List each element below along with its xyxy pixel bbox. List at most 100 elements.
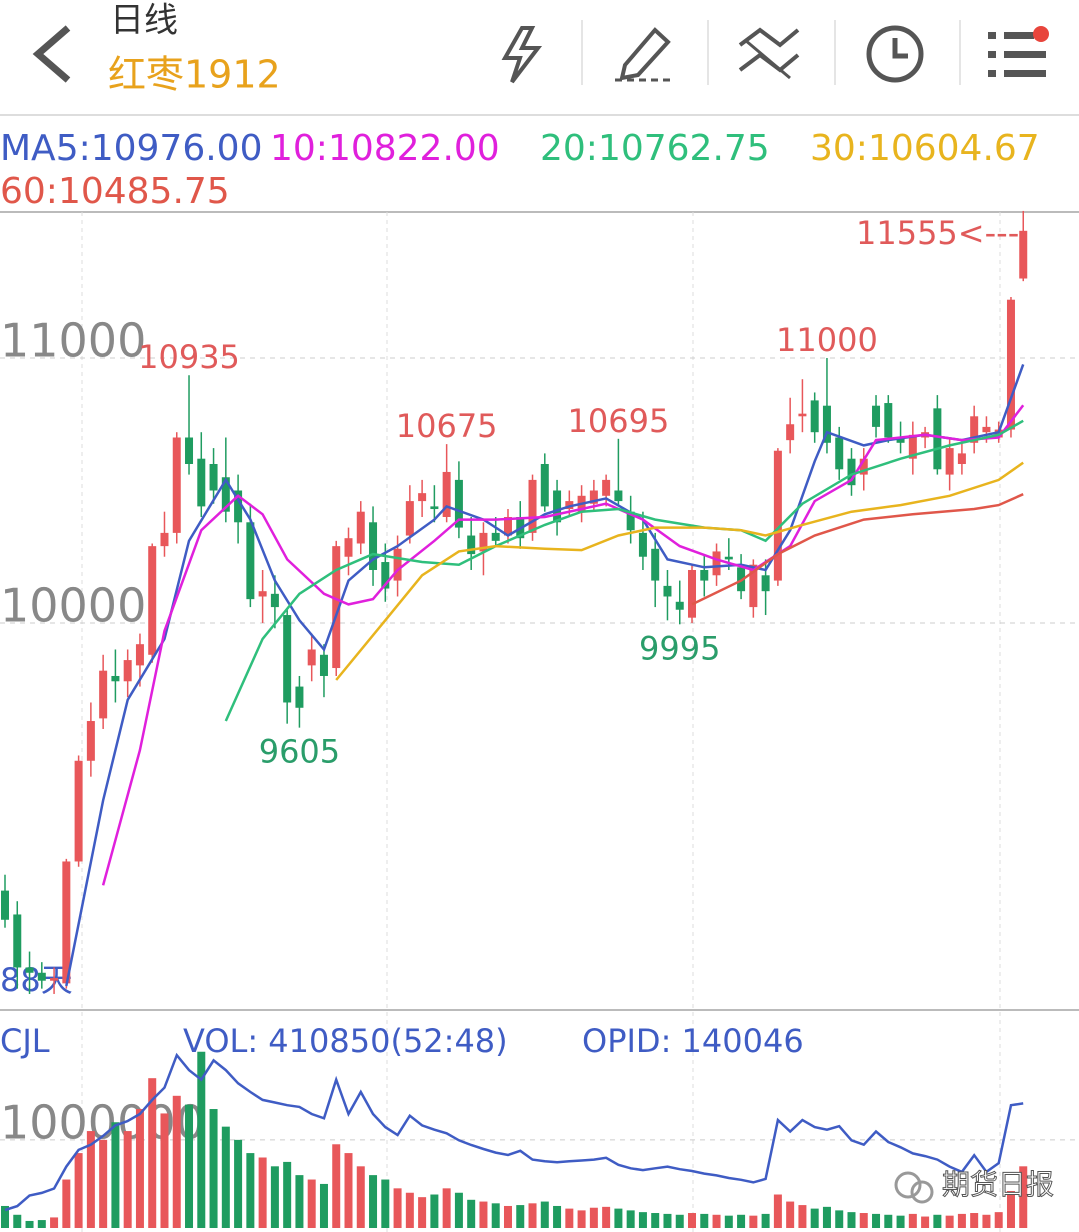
volume-bar [737, 1214, 746, 1228]
volume-bar [148, 1078, 157, 1228]
back-button[interactable] [32, 25, 71, 83]
volume-bar [344, 1153, 353, 1228]
candle-body [565, 501, 574, 510]
candle-body [172, 437, 181, 533]
candle-body [62, 861, 71, 984]
volume-bar [970, 1213, 979, 1228]
candle-body [307, 649, 316, 666]
candle-body [884, 403, 893, 438]
candle-body [221, 477, 230, 512]
legend-entry: MA5:10976.00 [0, 128, 263, 169]
volume-bar [786, 1201, 795, 1228]
volume-bar [221, 1126, 230, 1228]
opid-line [4, 1052, 1024, 1212]
price-annotation: 11000 [776, 321, 878, 359]
candle-body [908, 434, 917, 459]
volume-bar [638, 1212, 647, 1228]
candle-body [381, 562, 390, 589]
volume-bar [921, 1216, 930, 1228]
candle-body [430, 506, 439, 510]
volume-bar [700, 1213, 709, 1228]
volume-bar [626, 1210, 635, 1228]
price-annotation: 9605 [259, 733, 340, 771]
volume-bar [491, 1203, 500, 1228]
volume-bar [246, 1153, 255, 1228]
volume-bar [859, 1213, 868, 1228]
volume-bar [135, 1109, 144, 1228]
legend-entry: 30:10604.67 [810, 128, 1040, 169]
volume-bar [123, 1131, 132, 1228]
candle-body [761, 575, 770, 592]
candle-body [491, 532, 500, 541]
flash-icon[interactable] [501, 26, 543, 84]
candle-body [74, 760, 83, 862]
ma-line [65, 363, 1025, 987]
menu-icon[interactable] [988, 26, 1049, 77]
candle-body [25, 967, 34, 973]
candle-body [528, 479, 537, 533]
pencil [619, 27, 671, 81]
ma-line [224, 419, 1024, 722]
volume-bar [503, 1205, 512, 1228]
opid-title: OPID: 140046 [582, 1022, 804, 1060]
volume-bar [798, 1205, 807, 1228]
candle-body [626, 511, 635, 531]
candle-body [13, 914, 22, 968]
volume-bar [37, 1220, 46, 1228]
y-tick-label: 11000 [0, 314, 146, 368]
candle-body [123, 660, 132, 682]
candle-body [185, 437, 194, 464]
y-tick-label: 10000 [0, 578, 146, 632]
volume-bar [712, 1214, 721, 1228]
price-annotation: 10675 [396, 407, 498, 445]
volume-bar [847, 1212, 856, 1228]
volume-bar [13, 1214, 22, 1228]
volume-bar [933, 1214, 942, 1228]
candle-body [896, 437, 905, 443]
indicator-icon[interactable] [738, 27, 800, 80]
volume-bar [675, 1214, 684, 1228]
candle-body [270, 593, 279, 608]
candle-body [135, 644, 144, 666]
candle-body [872, 405, 881, 427]
clock-icon[interactable] [866, 25, 924, 83]
candle-body [356, 511, 365, 544]
draw-icon[interactable] [615, 27, 675, 82]
candle-body [418, 493, 427, 502]
candle-body [945, 448, 954, 475]
volume-bar [50, 1217, 59, 1228]
volume-bar [185, 1104, 194, 1228]
menu-dot [988, 51, 996, 58]
volume-bar [258, 1157, 267, 1228]
candle-body [700, 569, 709, 581]
volume-bar [957, 1213, 966, 1228]
volume-bar [835, 1210, 844, 1228]
volume-bar [773, 1194, 782, 1228]
candle-body [1019, 230, 1028, 279]
price-annotation: 11555<--- [856, 214, 1019, 252]
candle-body [1, 890, 9, 920]
volume-bar [884, 1214, 893, 1228]
candle-body [50, 978, 59, 981]
candle-body [442, 471, 451, 517]
menu-bar [1004, 51, 1046, 58]
volume-bar [467, 1199, 476, 1228]
volume-bar [356, 1166, 365, 1228]
volume-bar [283, 1161, 292, 1228]
candle-body [369, 522, 378, 570]
candle-body [933, 408, 942, 470]
volume-bar [111, 1122, 120, 1228]
volume-bar [270, 1166, 279, 1228]
volume-bar [418, 1197, 427, 1228]
volume-bar [319, 1183, 328, 1228]
volume-bar [62, 1179, 71, 1228]
candle-body [798, 413, 807, 417]
watermark-icon [910, 1180, 934, 1204]
candle-body [602, 479, 611, 496]
candle-body [663, 585, 672, 597]
volume-bar [602, 1206, 611, 1228]
candle-body [835, 437, 844, 470]
